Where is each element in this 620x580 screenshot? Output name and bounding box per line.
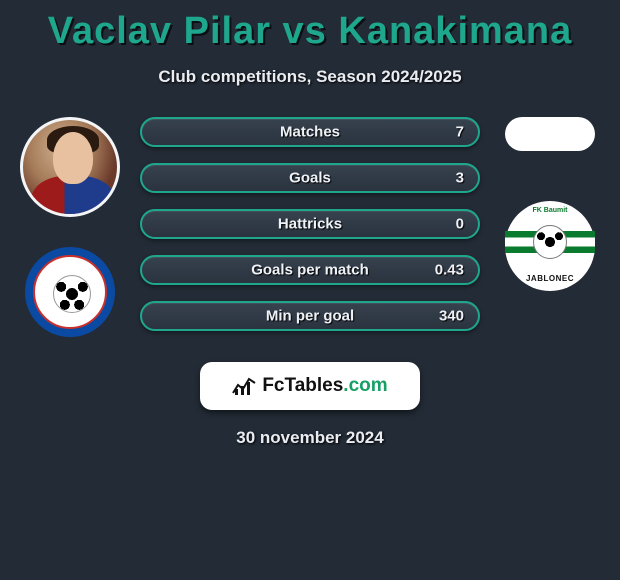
stat-label: Goals bbox=[289, 170, 331, 187]
logo-text-main: FcTables bbox=[262, 375, 343, 396]
left-player-column: PLZEŇ bbox=[10, 117, 130, 337]
stat-row-gpm: Goals per match 0.43 bbox=[140, 255, 480, 285]
stat-row-goals: Goals 3 bbox=[140, 163, 480, 193]
stat-row-hattricks: Hattricks 0 bbox=[140, 209, 480, 239]
club-label: PLZEŇ bbox=[27, 330, 113, 337]
stat-value-right: 0.43 bbox=[435, 262, 464, 279]
player2-avatar-placeholder bbox=[505, 117, 595, 151]
stat-value-right: 3 bbox=[456, 170, 464, 187]
club-bottom-text: JABLONEC bbox=[505, 274, 595, 283]
date-text: 30 november 2024 bbox=[200, 428, 420, 448]
club-badge-plzen: PLZEŇ bbox=[25, 247, 115, 337]
stat-value-right: 340 bbox=[439, 308, 464, 325]
stats-list: Matches 7 Goals 3 Hattricks 0 Goals per … bbox=[140, 117, 480, 347]
stat-value-right: 7 bbox=[456, 124, 464, 141]
club-badge-jablonec: FK Baumit JABLONEC bbox=[505, 201, 595, 291]
stat-label: Matches bbox=[280, 124, 340, 141]
club-ball-icon bbox=[533, 225, 567, 259]
player1-avatar bbox=[20, 117, 120, 217]
chart-icon bbox=[232, 375, 256, 397]
logo-text-suffix: .com bbox=[343, 375, 387, 396]
stat-row-mpg: Min per goal 340 bbox=[140, 301, 480, 331]
stat-value-right: 0 bbox=[456, 216, 464, 233]
stat-label: Goals per match bbox=[251, 262, 369, 279]
footer: FcTables.com 30 november 2024 bbox=[200, 362, 420, 448]
club-ball-icon bbox=[53, 275, 91, 313]
page-title: Vaclav Pilar vs Kanakimana bbox=[0, 0, 620, 53]
stat-label: Min per goal bbox=[266, 308, 354, 325]
stat-row-matches: Matches 7 bbox=[140, 117, 480, 147]
content-area: PLZEŇ Matches 7 Goals 3 Hattricks 0 Goal… bbox=[0, 107, 620, 487]
logo-text: FcTables.com bbox=[262, 375, 387, 397]
avatar-face bbox=[53, 132, 93, 184]
right-player-column: FK Baumit JABLONEC bbox=[500, 117, 600, 291]
fctables-logo: FcTables.com bbox=[200, 362, 420, 410]
club-top-text: FK Baumit bbox=[505, 207, 595, 214]
stat-label: Hattricks bbox=[278, 216, 342, 233]
subtitle: Club competitions, Season 2024/2025 bbox=[0, 67, 620, 87]
